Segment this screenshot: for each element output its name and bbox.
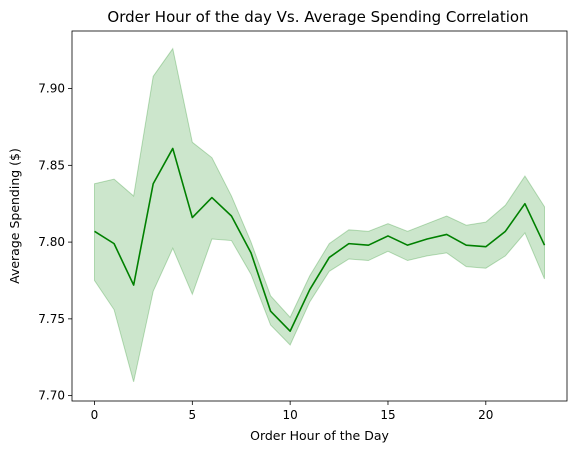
y-tick-label: 7.75: [38, 312, 65, 326]
data-point: [504, 230, 506, 232]
data-point: [524, 203, 526, 205]
data-point: [132, 284, 134, 286]
data-point: [485, 246, 487, 248]
data-point: [172, 147, 174, 149]
x-tick-label: 10: [283, 408, 298, 422]
data-point: [367, 244, 369, 246]
data-point: [348, 242, 350, 244]
x-tick-label: 5: [189, 408, 197, 422]
x-tick-label: 20: [478, 408, 493, 422]
data-point: [152, 183, 154, 185]
x-axis: 0 5 10 15 20: [91, 401, 493, 422]
y-tick-label: 7.85: [38, 158, 65, 172]
data-point: [543, 244, 545, 246]
confidence-band: [94, 47, 545, 382]
y-axis-label: Average Spending ($): [7, 148, 22, 284]
data-point: [328, 256, 330, 258]
y-axis: 7.70 7.75 7.80 7.85 7.90: [38, 82, 72, 403]
data-point: [426, 238, 428, 240]
data-point: [269, 310, 271, 312]
data-point: [93, 230, 95, 232]
data-point: [211, 196, 213, 198]
data-point: [406, 244, 408, 246]
y-tick-label: 7.80: [38, 235, 65, 249]
y-tick-label: 7.70: [38, 389, 65, 403]
data-point: [230, 215, 232, 217]
data-point: [445, 233, 447, 235]
data-point: [387, 235, 389, 237]
x-axis-label: Order Hour of the Day: [250, 428, 389, 443]
x-tick-label: 15: [380, 408, 395, 422]
x-tick-label: 0: [91, 408, 99, 422]
plot-area: [93, 47, 546, 382]
y-tick-label: 7.90: [38, 82, 65, 96]
chart-title: Order Hour of the day Vs. Average Spendi…: [107, 8, 528, 26]
data-point: [309, 288, 311, 290]
data-point: [250, 252, 252, 254]
data-point: [191, 216, 193, 218]
data-point: [113, 242, 115, 244]
data-point: [465, 244, 467, 246]
series-line: [94, 147, 546, 332]
plot-frame: [71, 30, 568, 402]
data-point: [289, 330, 291, 332]
